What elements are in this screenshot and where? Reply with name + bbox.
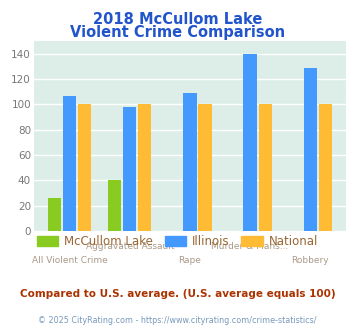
Text: All Violent Crime: All Violent Crime xyxy=(32,256,108,265)
Bar xyxy=(78,105,91,231)
Bar xyxy=(108,181,121,231)
Bar xyxy=(123,107,136,231)
Bar xyxy=(198,105,212,231)
Text: Violent Crime Comparison: Violent Crime Comparison xyxy=(70,25,285,40)
Text: 2018 McCullom Lake: 2018 McCullom Lake xyxy=(93,12,262,26)
Legend: McCullom Lake, Illinois, National: McCullom Lake, Illinois, National xyxy=(32,231,323,253)
Text: Robbery: Robbery xyxy=(291,256,329,265)
Bar xyxy=(183,93,197,231)
Bar xyxy=(138,105,152,231)
Bar xyxy=(319,105,332,231)
Bar xyxy=(63,96,76,231)
Bar xyxy=(244,54,257,231)
Text: © 2025 CityRating.com - https://www.cityrating.com/crime-statistics/: © 2025 CityRating.com - https://www.city… xyxy=(38,316,317,325)
Bar xyxy=(304,68,317,231)
Text: Rape: Rape xyxy=(179,256,201,265)
Bar xyxy=(48,198,61,231)
Text: Compared to U.S. average. (U.S. average equals 100): Compared to U.S. average. (U.S. average … xyxy=(20,289,335,299)
Text: Aggravated Assault: Aggravated Assault xyxy=(86,242,174,251)
Bar xyxy=(258,105,272,231)
Text: Murder & Mans...: Murder & Mans... xyxy=(212,242,289,251)
